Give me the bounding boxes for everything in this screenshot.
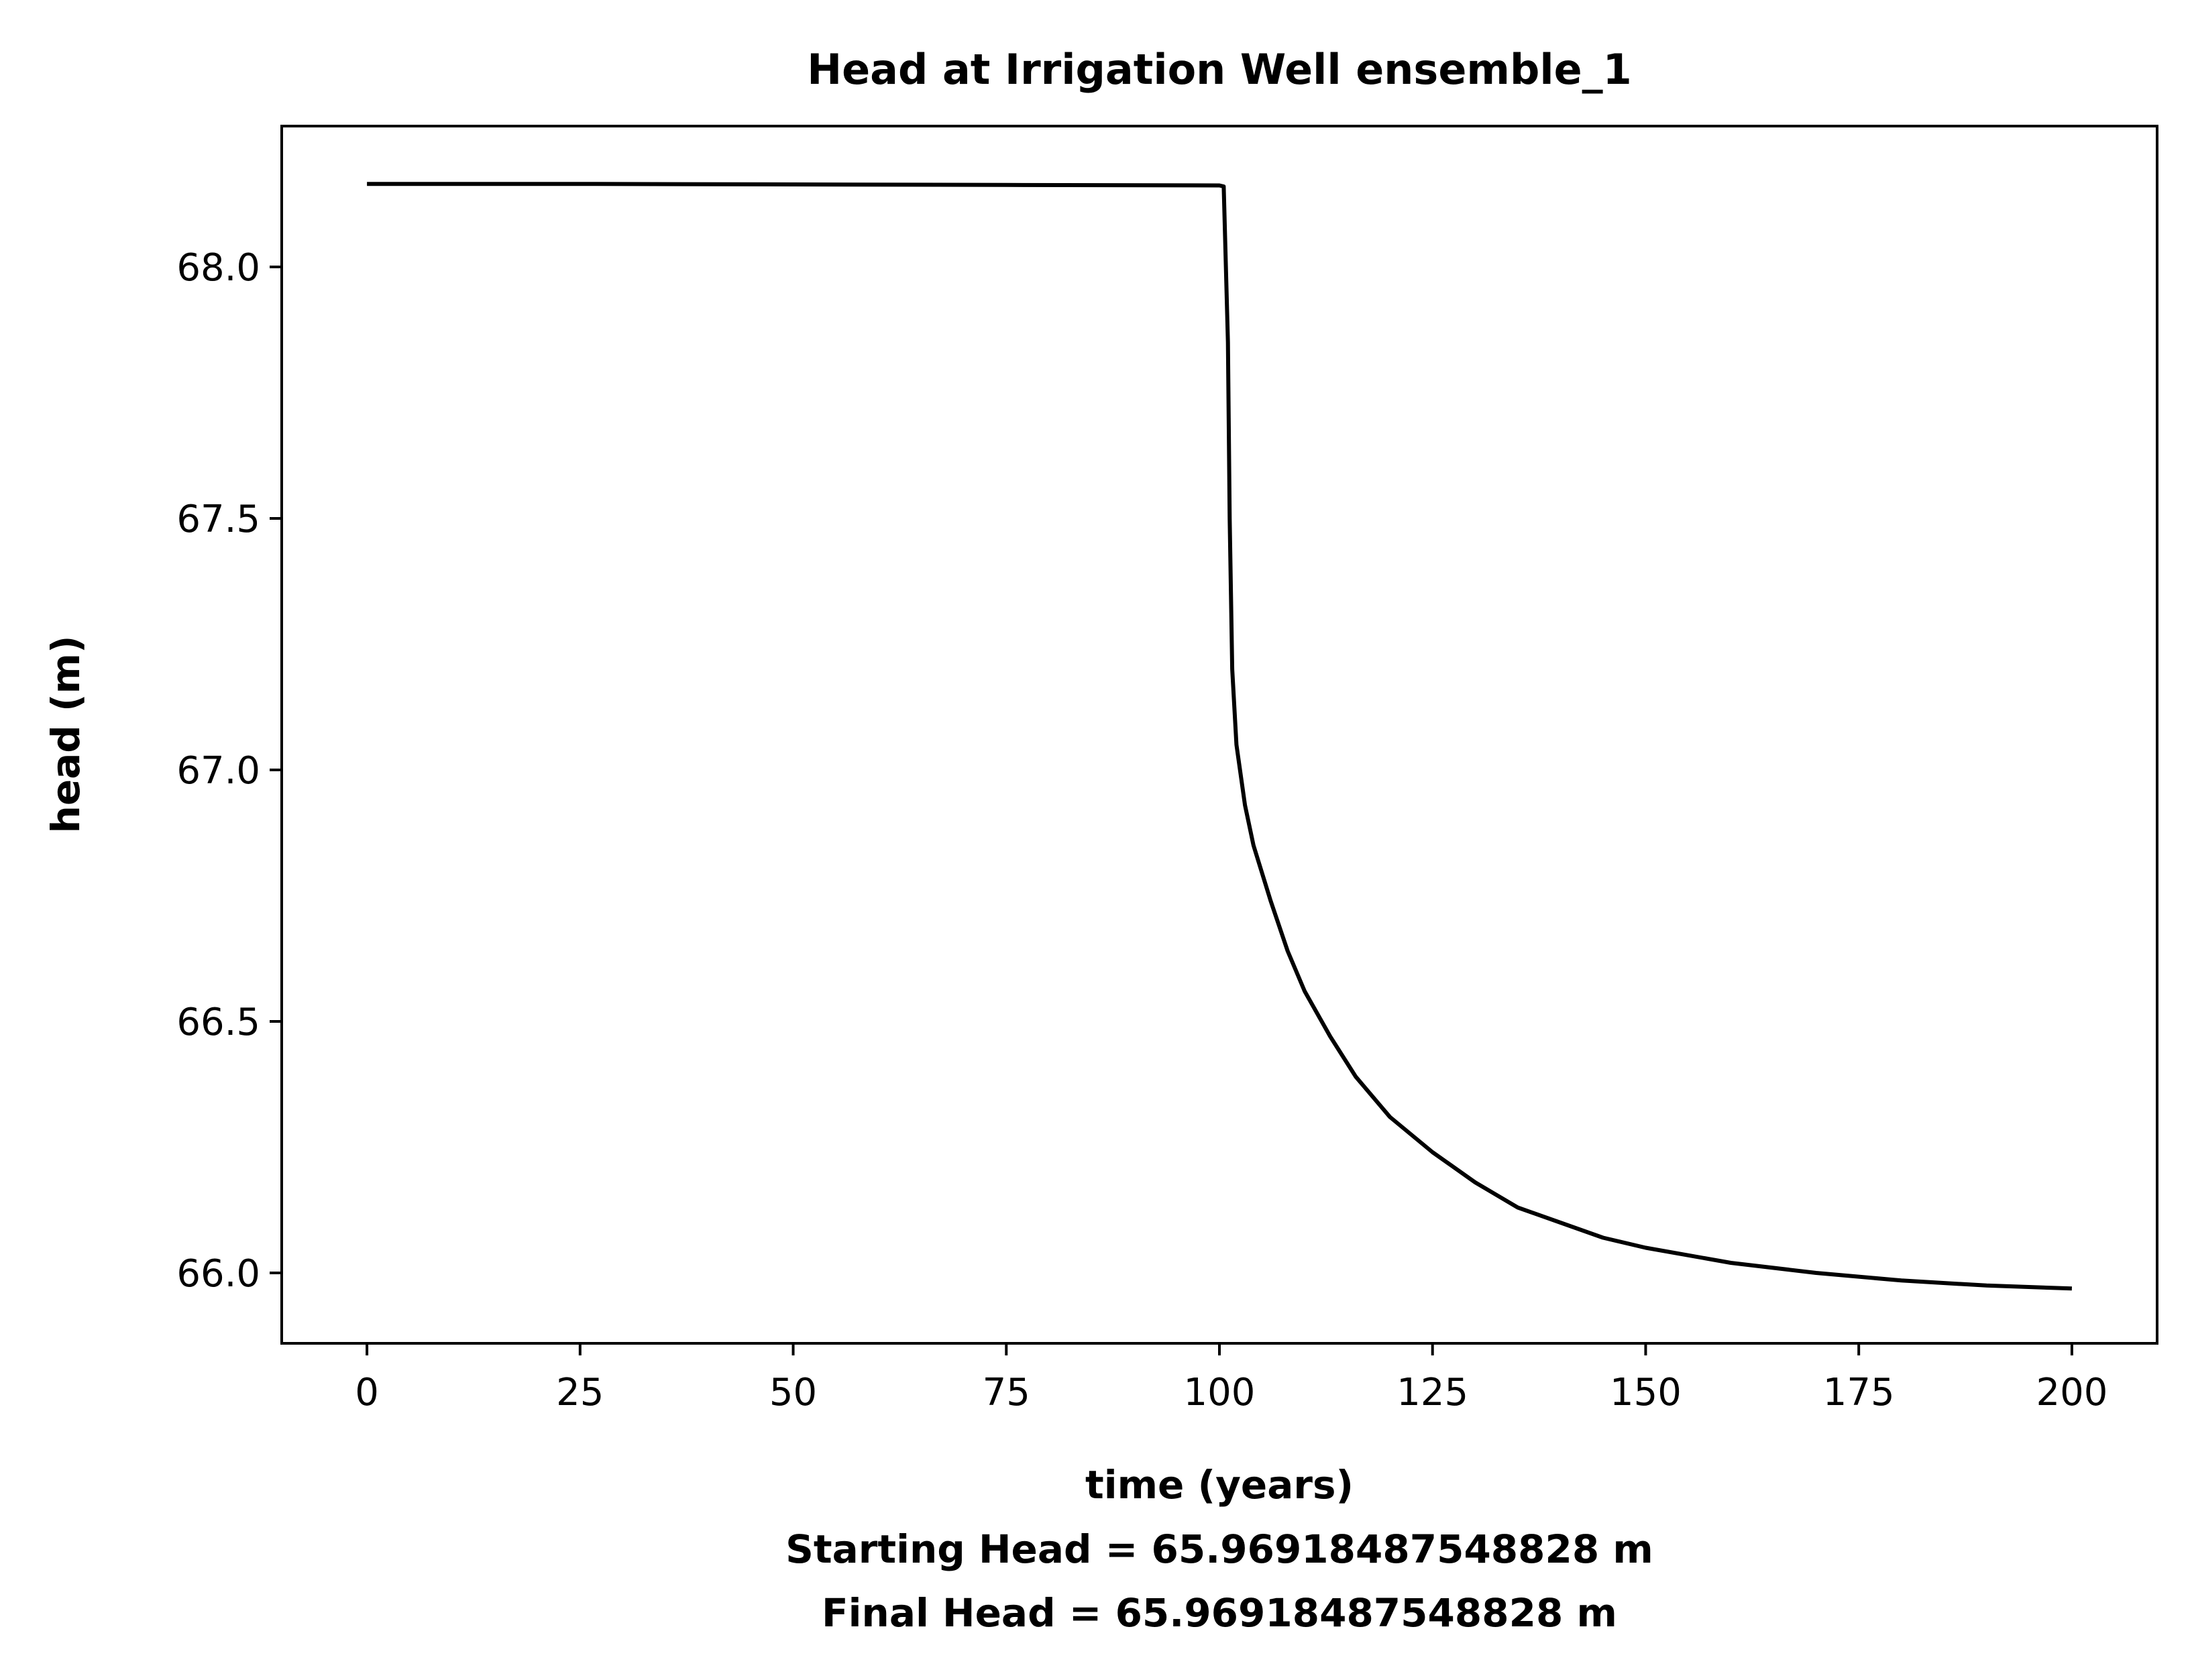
x-tick-label: 200 [2036, 1371, 2107, 1414]
x-tick-label: 25 [556, 1371, 604, 1414]
x-tick-label: 50 [769, 1371, 817, 1414]
y-axis-label: head (m) [43, 636, 89, 834]
final-head-note: Final Head = 65.96918487548828 m [822, 1590, 1617, 1636]
plot-area [367, 182, 2073, 1291]
x-tick-label: 0 [355, 1371, 379, 1414]
chart-title: Head at Irrigation Well ensemble_1 [807, 45, 1632, 94]
starting-head-note: Starting Head = 65.96918487548828 m [785, 1526, 1653, 1572]
y-tick-label: 68.0 [176, 246, 260, 290]
x-axis-label: time (years) [1085, 1462, 1354, 1508]
x-tick-label: 125 [1396, 1371, 1468, 1414]
x-axis: 0 25 50 75 100 125 150 175 200 [355, 1343, 2107, 1414]
y-tick-label: 67.0 [176, 749, 260, 793]
y-tick-label: 66.5 [176, 1001, 260, 1044]
x-tick-label: 100 [1184, 1371, 1256, 1414]
x-tick-label: 150 [1610, 1371, 1682, 1414]
y-tick-label: 67.5 [176, 498, 260, 541]
y-tick-label: 66.0 [176, 1252, 260, 1296]
x-tick-label: 175 [1823, 1371, 1895, 1414]
series-line-1 [367, 182, 2073, 1291]
x-tick-label: 75 [983, 1371, 1030, 1414]
y-axis: 66.0 66.5 67.0 67.5 68.0 [176, 246, 282, 1296]
